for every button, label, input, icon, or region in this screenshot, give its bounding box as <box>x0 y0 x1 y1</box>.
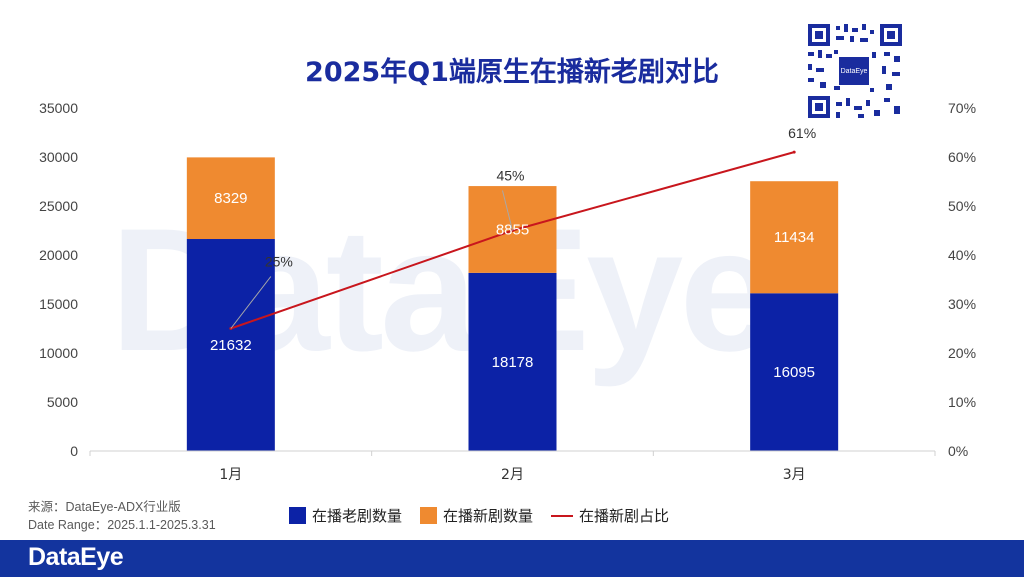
source-line: 来源：DataEye-ADX行业版 <box>28 500 181 514</box>
footer-logo: DataEye <box>28 543 124 571</box>
data-label-old: 18178 <box>492 354 534 371</box>
ratio-label: 61% <box>788 125 816 141</box>
legend-swatch-ratio <box>551 514 574 517</box>
qr-code-icon <box>806 22 904 120</box>
y-tick-label: 20000 <box>39 247 78 263</box>
y2-tick-label: 10% <box>948 394 976 410</box>
x-tick-label: 1月 <box>219 467 242 483</box>
ratio-label: 25% <box>265 254 293 270</box>
footer-bar <box>0 540 1024 577</box>
data-label-new: 11434 <box>774 229 815 246</box>
bar-new <box>750 181 839 294</box>
data-label-old: 16095 <box>773 364 815 381</box>
y2-tick-label: 30% <box>948 296 976 312</box>
date-range-line: Date Range：2025.1.1-2025.3.31 <box>28 518 216 532</box>
ratio-leader-line <box>230 276 272 329</box>
y-tick-label: 10000 <box>39 345 78 361</box>
ratio-point <box>792 150 796 154</box>
legend-label-new: 在播新剧数量 <box>443 507 534 525</box>
bar-old <box>750 293 839 451</box>
y2-tick-label: 60% <box>948 149 976 165</box>
y2-tick-label: 70% <box>948 100 976 116</box>
y2-tick-label: 20% <box>948 345 976 361</box>
y2-tick-label: 50% <box>948 198 976 214</box>
y2-tick-label: 0% <box>948 443 968 459</box>
bar-old <box>186 239 275 451</box>
y-tick-label: 35000 <box>39 100 78 116</box>
chart-title: 2025年Q1端原生在播新老剧对比 <box>305 57 719 88</box>
y-tick-label: 0 <box>70 443 78 459</box>
data-label-old: 21632 <box>210 337 252 354</box>
ratio-label: 45% <box>496 168 524 184</box>
data-label-new: 8329 <box>214 190 247 207</box>
ratio-leader-line <box>502 190 513 231</box>
legend-item-old: 在播老剧数量 <box>289 505 402 526</box>
bar-old <box>468 272 557 451</box>
y-tick-label: 30000 <box>39 149 78 165</box>
bar-new <box>186 157 275 240</box>
legend-swatch-new <box>420 507 438 524</box>
x-tick-label: 2月 <box>501 467 524 483</box>
legend-label-ratio: 在播新剧占比 <box>579 507 670 525</box>
y-tick-label: 25000 <box>39 198 78 214</box>
qr-center-logo: DataEye <box>839 57 869 85</box>
legend-label-old: 在播老剧数量 <box>312 507 403 525</box>
legend-item-new: 在播新剧数量 <box>420 505 533 526</box>
x-tick-label: 3月 <box>783 467 806 483</box>
y-tick-label: 15000 <box>39 296 78 312</box>
source-note: 来源：DataEye-ADX行业版 Date Range：2025.1.1-20… <box>28 498 216 534</box>
y-tick-label: 5000 <box>47 394 78 410</box>
y2-tick-label: 40% <box>948 247 976 263</box>
legend-item-ratio: 在播新剧占比 <box>551 505 669 526</box>
legend: 在播老剧数量 在播新剧数量 在播新剧占比 <box>289 505 687 526</box>
legend-swatch-old <box>289 507 306 524</box>
